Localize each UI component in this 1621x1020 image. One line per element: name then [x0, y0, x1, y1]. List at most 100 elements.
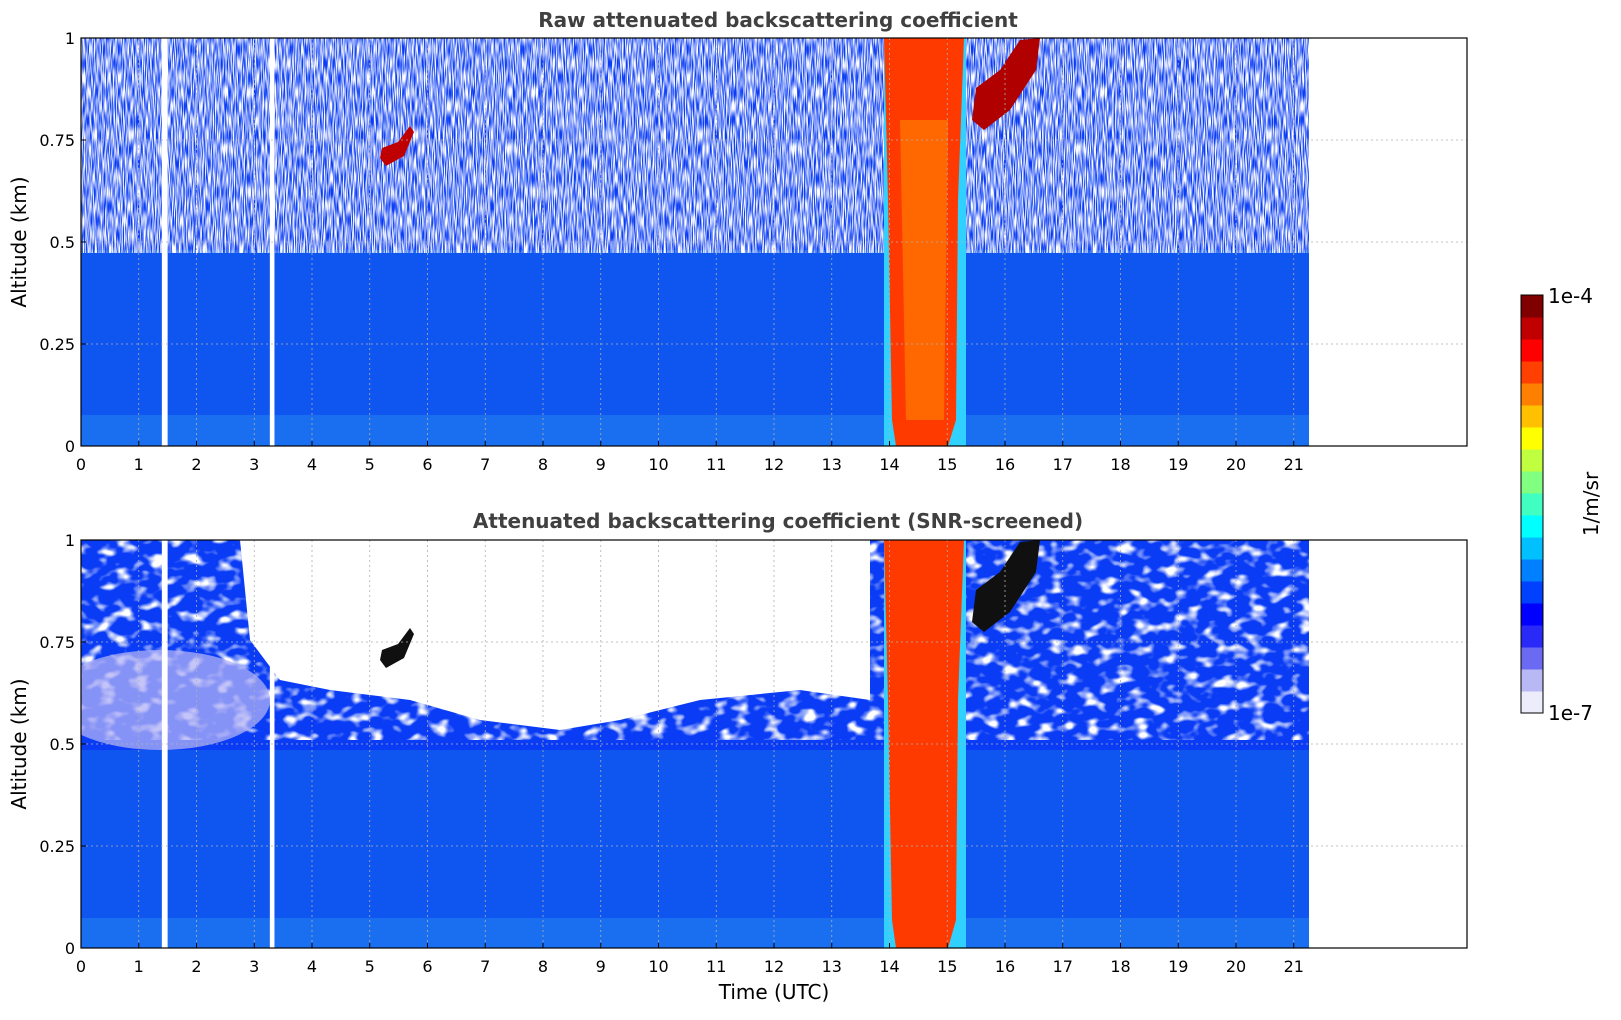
- x-tick-label: 4: [307, 455, 317, 474]
- x-tick-label: 10: [648, 957, 668, 976]
- x-tick-label: 11: [706, 957, 726, 976]
- x-tick-label: 3: [249, 455, 259, 474]
- panel-raw: Raw attenuated backscattering coefficien…: [7, 8, 1468, 474]
- colorbar-frame: [1520, 294, 1544, 714]
- x-tick-label: 5: [365, 455, 375, 474]
- y-tick-label: 0.5: [50, 735, 75, 754]
- x-tick-label: 7: [480, 455, 490, 474]
- lower-layer: [81, 250, 1323, 446]
- small-cloud: [380, 126, 414, 166]
- thick-cloud: [884, 38, 964, 446]
- y-tick-label: 0: [65, 437, 75, 456]
- y-tick-label: 0.25: [39, 837, 75, 856]
- y-axis-2: 0 0.25 0.5 0.75 1: [39, 531, 86, 958]
- x-tick-label: 15: [937, 957, 957, 976]
- small-cloud: [380, 628, 414, 668]
- colorbar-steps: [1521, 295, 1543, 714]
- x-tick-label: 0: [76, 455, 86, 474]
- x-tick-label: 6: [422, 957, 432, 976]
- x-axis-1: 0 1 2 3 4 5 6 7 8 9 10 11 12 13 14 15 16 17 18 19 20 21: [76, 441, 1304, 474]
- x-tick-label: 12: [764, 455, 784, 474]
- y-tick-label: 0: [65, 939, 75, 958]
- x-tick-label: 21: [1284, 455, 1304, 474]
- panel-2-title: Attenuated backscattering coefficient (S…: [473, 509, 1083, 533]
- colorbar-step: [1521, 383, 1543, 406]
- y-axis-label-1: Altitude (km): [7, 176, 31, 307]
- colorbar-step: [1521, 515, 1543, 538]
- colorbar-step: [1521, 317, 1543, 340]
- x-tick-label: 18: [1110, 957, 1130, 976]
- colorbar-step: [1521, 669, 1543, 692]
- y-axis-label-2: Altitude (km): [7, 678, 31, 809]
- x-tick-label: 6: [422, 455, 432, 474]
- y-tick-label: 0.25: [39, 335, 75, 354]
- colorbar-step: [1521, 559, 1543, 582]
- colorbar-min-label: 1e-7: [1548, 701, 1593, 725]
- surface-layer: [81, 415, 1323, 446]
- y-tick-label: 1: [65, 29, 75, 48]
- y-tick-label: 0.75: [39, 131, 75, 150]
- x-tick-label: 19: [1168, 957, 1188, 976]
- colorbar-step: [1521, 691, 1543, 714]
- colorbar-unit-label: 1/m/sr: [1579, 471, 1603, 536]
- x-tick-label: 16: [995, 957, 1015, 976]
- x-tick-label: 17: [1053, 455, 1073, 474]
- x-tick-label: 4: [307, 957, 317, 976]
- x-tick-label: 20: [1226, 455, 1246, 474]
- y-axis-1: 0 0.25 0.5 0.75 1: [39, 29, 86, 456]
- colorbar-step: [1521, 647, 1543, 670]
- x-tick-label: 11: [706, 455, 726, 474]
- x-tick-label: 9: [596, 957, 606, 976]
- colorbar-step: [1521, 581, 1543, 604]
- thick-cloud-core: [900, 120, 948, 420]
- x-tick-label: 5: [365, 957, 375, 976]
- x-tick-label: 0: [76, 957, 86, 976]
- x-tick-label: 9: [596, 455, 606, 474]
- colorbar-max-label: 1e-4: [1548, 284, 1593, 308]
- x-tick-label: 17: [1053, 957, 1073, 976]
- x-tick-label: 2: [191, 455, 201, 474]
- colorbar-step: [1521, 493, 1543, 516]
- panel-screened: Attenuated backscattering coefficient (S…: [7, 509, 1468, 1004]
- x-tick-label: 7: [480, 957, 490, 976]
- x-tick-label: 19: [1168, 455, 1188, 474]
- x-tick-label: 14: [879, 957, 899, 976]
- no-data-gap: [161, 38, 168, 446]
- x-tick-label: 3: [249, 957, 259, 976]
- colorbar-step: [1521, 295, 1543, 318]
- colorbar-step: [1521, 471, 1543, 494]
- x-tick-label: 15: [937, 455, 957, 474]
- x-tick-label: 2: [191, 957, 201, 976]
- x-tick-label: 8: [538, 957, 548, 976]
- lower-layer: [81, 750, 1323, 948]
- x-tick-label: 16: [995, 455, 1015, 474]
- colorbar-step: [1521, 427, 1543, 450]
- x-tick-label: 10: [648, 455, 668, 474]
- colorbar-step: [1521, 361, 1543, 384]
- no-data-region: [1311, 540, 1323, 948]
- x-tick-label: 14: [879, 455, 899, 474]
- x-tick-label: 8: [538, 455, 548, 474]
- colorbar-step: [1521, 537, 1543, 560]
- panel-1-title: Raw attenuated backscattering coefficien…: [538, 8, 1018, 32]
- screened-speckle: [81, 540, 1323, 740]
- x-tick-label: 1: [134, 957, 144, 976]
- no-data-gap: [161, 540, 168, 948]
- x-axis-2: 0 1 2 3 4 5 6 7 8 9 10 11 12 13 14 15 16 17 18 19 20 21: [76, 943, 1304, 976]
- x-tick-label: 1: [134, 455, 144, 474]
- y-tick-label: 1: [65, 531, 75, 550]
- y-tick-label: 0.5: [50, 233, 75, 252]
- colorbar: 1e-4 1e-7 1/m/sr: [1520, 284, 1603, 725]
- colorbar-step: [1521, 405, 1543, 428]
- colorbar-step: [1521, 625, 1543, 648]
- x-tick-label: 20: [1226, 957, 1246, 976]
- colorbar-step: [1521, 603, 1543, 626]
- heatmap-raw: [81, 38, 1323, 446]
- thick-cloud: [884, 540, 964, 948]
- faint-aerosol: [81, 650, 270, 750]
- noise-speckle-white: [81, 38, 1323, 253]
- elevated-cloud: [972, 540, 1040, 632]
- x-tick-label: 18: [1110, 455, 1130, 474]
- x-tick-label: 13: [822, 455, 842, 474]
- x-tick-label: 13: [822, 957, 842, 976]
